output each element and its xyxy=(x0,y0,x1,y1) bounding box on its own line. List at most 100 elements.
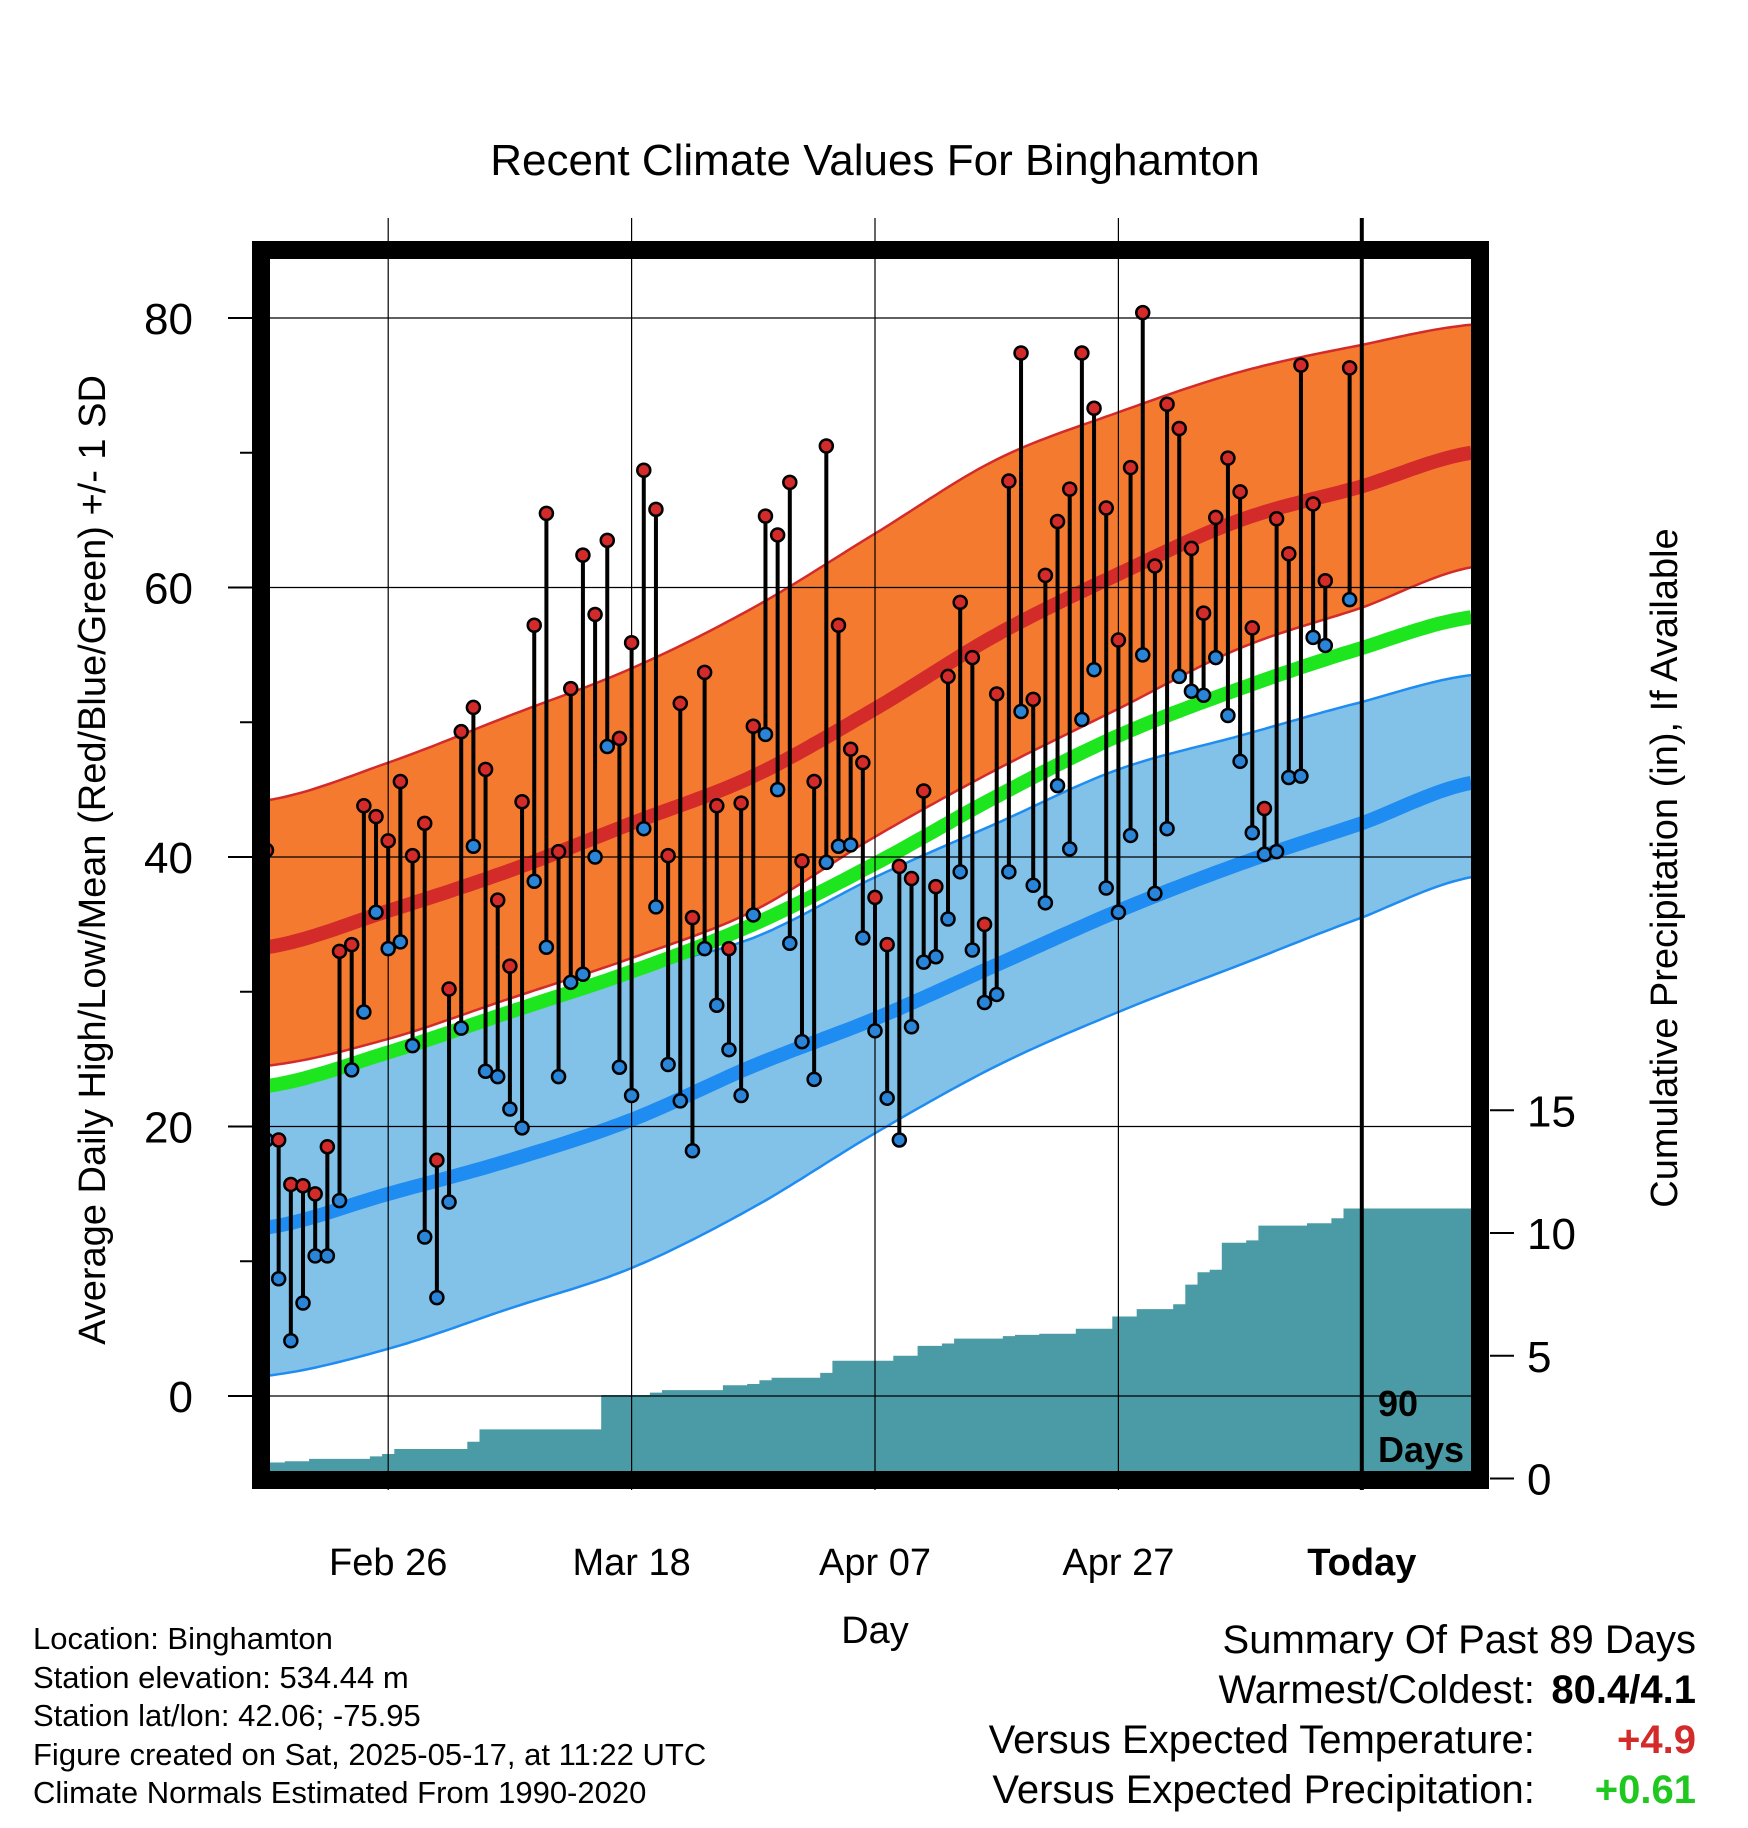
low-point-71 xyxy=(1122,827,1139,844)
low-point-10 xyxy=(380,940,396,957)
high-point-28 xyxy=(599,532,616,549)
low-point-15 xyxy=(441,1194,457,1210)
low-point-19 xyxy=(489,1068,506,1085)
low-point-80 xyxy=(1232,753,1248,770)
low-point-74 xyxy=(1159,820,1175,837)
high-point-77 xyxy=(1195,605,1212,621)
high-point-36 xyxy=(696,664,713,681)
high-point-66 xyxy=(1061,481,1078,497)
high-point-9 xyxy=(368,808,384,825)
x-tick-label-4: Today xyxy=(1307,1542,1416,1584)
low-point-1 xyxy=(270,1271,287,1287)
high-point-57 xyxy=(952,594,968,611)
high-point-79 xyxy=(1220,450,1236,466)
low-point-48 xyxy=(842,837,859,853)
low-point-70 xyxy=(1110,904,1127,920)
low-point-38 xyxy=(721,1041,737,1058)
y-axis-left-label: Average Daily High/Low/Mean (Red/Blue/Gr… xyxy=(72,375,114,1345)
low-point-9 xyxy=(368,904,384,920)
high-point-37 xyxy=(709,798,725,814)
left-tick-label-60: 60 xyxy=(144,565,193,614)
high-point-10 xyxy=(380,833,396,849)
left-tick-label-40: 40 xyxy=(144,834,193,883)
low-point-57 xyxy=(952,864,968,880)
high-point-65 xyxy=(1049,513,1066,530)
high-point-21 xyxy=(514,794,530,810)
low-point-55 xyxy=(928,948,944,965)
right-tick-label-15: 15 xyxy=(1527,1087,1576,1136)
low-point-53 xyxy=(903,1019,920,1035)
low-point-64 xyxy=(1037,895,1054,911)
low-point-44 xyxy=(794,1033,810,1050)
high-point-42 xyxy=(769,527,786,543)
low-point-60 xyxy=(988,986,1005,1003)
high-point-8 xyxy=(356,798,372,814)
high-point-4 xyxy=(307,1186,323,1202)
low-point-5 xyxy=(319,1248,336,1264)
low-point-51 xyxy=(879,1090,895,1106)
low-point-21 xyxy=(514,1120,530,1136)
x-tick-label-1: Mar 18 xyxy=(572,1542,690,1584)
low-point-85 xyxy=(1293,768,1309,784)
low-point-6 xyxy=(331,1192,348,1209)
high-point-82 xyxy=(1256,800,1273,817)
high-point-15 xyxy=(441,981,457,997)
low-point-22 xyxy=(526,873,542,890)
high-point-51 xyxy=(879,936,895,953)
low-point-7 xyxy=(343,1062,360,1078)
low-point-37 xyxy=(709,997,725,1013)
low-point-28 xyxy=(599,738,616,755)
low-point-75 xyxy=(1171,668,1187,685)
low-point-77 xyxy=(1195,687,1212,704)
summary-warm-cold: Warmest/Coldest: 80.4/4.1 xyxy=(989,1665,1697,1715)
high-point-33 xyxy=(660,847,676,864)
high-point-86 xyxy=(1305,496,1321,512)
high-point-31 xyxy=(636,462,652,479)
x-tick-label-3: Apr 27 xyxy=(1062,1542,1174,1584)
high-point-16 xyxy=(453,723,469,740)
high-point-69 xyxy=(1098,500,1114,516)
low-point-26 xyxy=(575,966,591,982)
high-point-20 xyxy=(502,958,518,974)
low-point-61 xyxy=(1001,864,1017,880)
high-point-52 xyxy=(891,858,908,875)
high-point-55 xyxy=(928,878,944,895)
low-point-58 xyxy=(964,942,981,958)
today-marker-days-number: 90 xyxy=(1378,1383,1418,1424)
low-point-11 xyxy=(392,934,409,950)
low-point-13 xyxy=(416,1229,433,1245)
summary-precip: Versus Expected Precipitation: +0.61 xyxy=(989,1765,1696,1815)
high-point-84 xyxy=(1281,546,1297,562)
low-point-87 xyxy=(1317,637,1334,654)
left-tick-label-80: 80 xyxy=(144,295,193,344)
low-point-25 xyxy=(563,974,579,991)
high-point-75 xyxy=(1171,420,1187,437)
low-point-39 xyxy=(733,1087,749,1104)
high-point-24 xyxy=(550,843,567,860)
high-point-27 xyxy=(587,606,603,623)
low-point-30 xyxy=(623,1087,640,1104)
low-point-59 xyxy=(976,994,993,1011)
high-point-61 xyxy=(1001,473,1017,489)
high-point-12 xyxy=(404,847,421,864)
low-point-33 xyxy=(660,1056,676,1073)
high-point-35 xyxy=(684,909,701,926)
grid xyxy=(261,218,1480,1490)
low-point-43 xyxy=(782,935,798,951)
high-point-56 xyxy=(940,668,956,685)
low-point-56 xyxy=(940,911,956,927)
right-tick-label-5: 5 xyxy=(1527,1333,1551,1382)
high-point-70 xyxy=(1110,632,1127,648)
low-point-54 xyxy=(915,954,932,970)
normal-high-line xyxy=(265,445,1473,955)
precip-fill xyxy=(260,1208,1480,1479)
high-point-26 xyxy=(575,547,591,563)
high-point-23 xyxy=(538,505,555,522)
low-point-17 xyxy=(465,838,482,854)
low-point-2 xyxy=(283,1333,299,1349)
high-point-41 xyxy=(757,508,774,524)
low-point-52 xyxy=(891,1132,908,1148)
low-point-40 xyxy=(745,907,762,923)
normals-text: Climate Normals Estimated From 1990-2020 xyxy=(33,1775,647,1810)
low-point-3 xyxy=(295,1295,311,1311)
